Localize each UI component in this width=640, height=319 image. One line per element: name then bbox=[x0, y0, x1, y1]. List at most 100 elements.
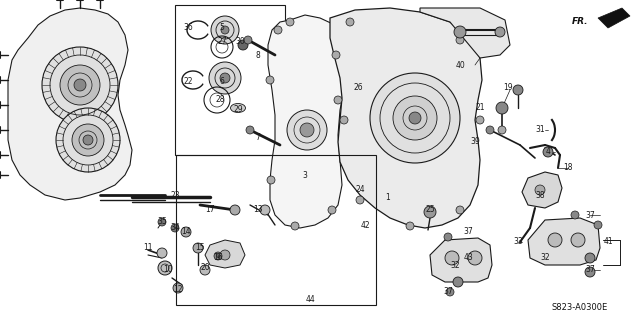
Text: 13: 13 bbox=[253, 205, 263, 214]
Circle shape bbox=[496, 102, 508, 114]
Polygon shape bbox=[528, 218, 600, 265]
Text: 14: 14 bbox=[181, 227, 191, 236]
Text: 28: 28 bbox=[215, 95, 225, 105]
Circle shape bbox=[585, 253, 595, 263]
Circle shape bbox=[548, 233, 562, 247]
Circle shape bbox=[498, 126, 506, 134]
Circle shape bbox=[221, 26, 229, 34]
Text: 23: 23 bbox=[170, 190, 180, 199]
Text: 42: 42 bbox=[360, 220, 370, 229]
Circle shape bbox=[286, 18, 294, 26]
Circle shape bbox=[72, 124, 104, 156]
Circle shape bbox=[246, 126, 254, 134]
Text: 3: 3 bbox=[303, 170, 307, 180]
Circle shape bbox=[238, 40, 248, 50]
Polygon shape bbox=[330, 8, 482, 228]
Text: 11: 11 bbox=[143, 243, 153, 253]
Circle shape bbox=[346, 18, 354, 26]
Circle shape bbox=[209, 62, 241, 94]
Text: 32: 32 bbox=[450, 261, 460, 270]
Text: 1: 1 bbox=[386, 194, 390, 203]
Text: 30: 30 bbox=[235, 38, 245, 47]
Polygon shape bbox=[420, 8, 510, 58]
Text: 33: 33 bbox=[513, 238, 523, 247]
Circle shape bbox=[267, 176, 275, 184]
Text: 5: 5 bbox=[220, 24, 225, 33]
Text: 41: 41 bbox=[603, 238, 613, 247]
Text: 9: 9 bbox=[216, 254, 220, 263]
Circle shape bbox=[543, 147, 553, 157]
Text: 20: 20 bbox=[200, 263, 210, 272]
Polygon shape bbox=[205, 240, 245, 268]
Circle shape bbox=[393, 96, 437, 140]
Circle shape bbox=[535, 185, 545, 195]
Circle shape bbox=[456, 206, 464, 214]
Text: FR.: FR. bbox=[572, 18, 588, 26]
Text: 40: 40 bbox=[455, 61, 465, 70]
Circle shape bbox=[83, 135, 93, 145]
Circle shape bbox=[571, 233, 585, 247]
Circle shape bbox=[334, 96, 342, 104]
Circle shape bbox=[406, 222, 414, 230]
Text: 24: 24 bbox=[355, 186, 365, 195]
Circle shape bbox=[468, 251, 482, 265]
Circle shape bbox=[244, 36, 252, 44]
Text: 8: 8 bbox=[255, 50, 260, 60]
Text: 19: 19 bbox=[503, 84, 513, 93]
Text: 35: 35 bbox=[157, 218, 167, 226]
Circle shape bbox=[274, 26, 282, 34]
Circle shape bbox=[409, 112, 421, 124]
Text: 18: 18 bbox=[563, 164, 573, 173]
Text: 44: 44 bbox=[305, 295, 315, 305]
Text: 37: 37 bbox=[585, 211, 595, 219]
Text: 7: 7 bbox=[255, 133, 260, 143]
Circle shape bbox=[446, 288, 454, 296]
Circle shape bbox=[200, 265, 210, 275]
Circle shape bbox=[230, 205, 240, 215]
Text: 15: 15 bbox=[195, 243, 205, 253]
Text: 10: 10 bbox=[163, 265, 173, 275]
Circle shape bbox=[456, 36, 464, 44]
Circle shape bbox=[513, 85, 523, 95]
Circle shape bbox=[332, 51, 340, 59]
Text: 6: 6 bbox=[220, 78, 225, 86]
Circle shape bbox=[300, 123, 314, 137]
Text: 22: 22 bbox=[183, 78, 193, 86]
Polygon shape bbox=[522, 172, 562, 208]
Circle shape bbox=[340, 116, 348, 124]
Circle shape bbox=[181, 227, 191, 237]
Circle shape bbox=[486, 126, 494, 134]
Circle shape bbox=[157, 248, 167, 258]
Circle shape bbox=[594, 221, 602, 229]
Bar bbox=[175, 5, 285, 155]
Polygon shape bbox=[268, 15, 348, 228]
Circle shape bbox=[42, 47, 118, 123]
Text: 37: 37 bbox=[463, 227, 473, 236]
Text: 37: 37 bbox=[585, 265, 595, 275]
Circle shape bbox=[74, 79, 86, 91]
Circle shape bbox=[571, 211, 579, 219]
Text: 31: 31 bbox=[535, 125, 545, 135]
Text: 21: 21 bbox=[476, 103, 484, 113]
Circle shape bbox=[356, 196, 364, 204]
Circle shape bbox=[171, 224, 179, 232]
Text: 4: 4 bbox=[545, 147, 550, 157]
Circle shape bbox=[211, 16, 239, 44]
Circle shape bbox=[424, 206, 436, 218]
Ellipse shape bbox=[230, 103, 246, 113]
Circle shape bbox=[266, 76, 274, 84]
Text: 39: 39 bbox=[470, 137, 480, 146]
Text: 32: 32 bbox=[540, 254, 550, 263]
Text: S823-A0300E: S823-A0300E bbox=[552, 303, 608, 313]
Circle shape bbox=[370, 73, 460, 163]
Text: 36: 36 bbox=[183, 24, 193, 33]
Text: 17: 17 bbox=[205, 205, 215, 214]
Circle shape bbox=[173, 283, 183, 293]
Text: 12: 12 bbox=[173, 286, 183, 294]
Polygon shape bbox=[598, 8, 630, 28]
Circle shape bbox=[453, 277, 463, 287]
Text: 27: 27 bbox=[217, 38, 227, 47]
Text: 37: 37 bbox=[443, 287, 453, 296]
Circle shape bbox=[444, 233, 452, 241]
Polygon shape bbox=[8, 8, 132, 200]
